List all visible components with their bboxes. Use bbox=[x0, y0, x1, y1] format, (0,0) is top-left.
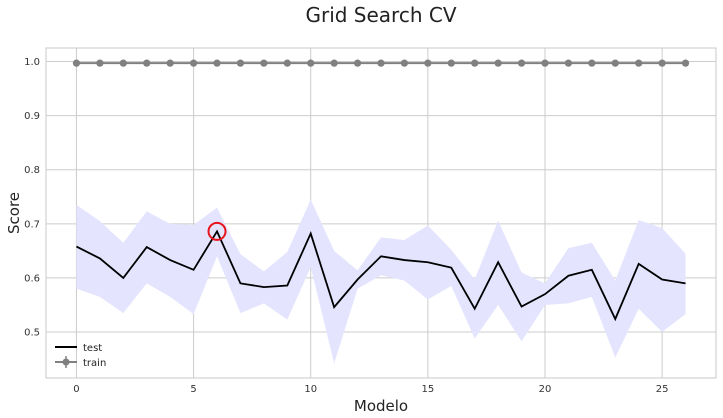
x-tick-label: 10 bbox=[304, 384, 317, 395]
train-point bbox=[353, 59, 362, 67]
train-point bbox=[166, 59, 174, 67]
x-tick-label: 5 bbox=[190, 384, 196, 395]
x-tick-label: 0 bbox=[73, 384, 79, 395]
y-tick-label: 0.5 bbox=[24, 328, 40, 339]
y-axis-label: Score bbox=[5, 192, 23, 234]
y-tick-label: 0.9 bbox=[24, 111, 40, 122]
train-point bbox=[447, 59, 455, 67]
x-tick-label: 25 bbox=[656, 384, 669, 395]
train-point bbox=[307, 59, 315, 67]
train-point bbox=[635, 59, 643, 67]
train-point bbox=[72, 59, 81, 67]
best-model-highlight bbox=[207, 221, 227, 241]
train-point bbox=[377, 59, 385, 67]
x-axis-label: Modelo bbox=[354, 397, 408, 415]
y-tick-labels: 0.5 0.6 0.7 0.8 0.9 1.0 bbox=[24, 57, 40, 338]
legend-test-label: test bbox=[83, 343, 102, 354]
train-point bbox=[541, 59, 549, 67]
train-point bbox=[189, 59, 198, 67]
train-point bbox=[658, 59, 666, 67]
test-series bbox=[76, 229, 686, 322]
y-tick-label: 0.6 bbox=[24, 273, 40, 284]
train-point bbox=[143, 59, 151, 67]
chart-title: Grid Search CV bbox=[305, 3, 456, 27]
legend-train-label: train bbox=[83, 358, 106, 369]
train-point bbox=[471, 59, 479, 67]
train-point bbox=[236, 59, 245, 67]
train-point bbox=[564, 59, 573, 67]
train-point bbox=[330, 59, 338, 67]
train-point bbox=[213, 59, 221, 67]
train-point bbox=[283, 59, 291, 67]
train-point bbox=[96, 59, 104, 67]
train-point bbox=[400, 59, 409, 67]
train-point bbox=[588, 59, 596, 67]
train-point bbox=[681, 59, 690, 67]
train-point bbox=[119, 59, 127, 67]
y-tick-label: 1.0 bbox=[24, 57, 40, 68]
legend: test train bbox=[55, 343, 106, 369]
test-confidence-band bbox=[76, 199, 686, 364]
train-point bbox=[260, 59, 268, 67]
x-tick-label: 15 bbox=[421, 384, 434, 395]
x-tick-label: 20 bbox=[539, 384, 552, 395]
train-point bbox=[494, 59, 502, 67]
x-tick-labels: 0 5 10 15 20 25 bbox=[73, 384, 668, 395]
y-tick-label: 0.7 bbox=[24, 219, 40, 230]
best-model-marker bbox=[207, 221, 227, 241]
train-point bbox=[611, 59, 619, 67]
train-series bbox=[72, 59, 690, 67]
test-line bbox=[76, 229, 686, 322]
train-point bbox=[424, 59, 432, 67]
y-tick-label: 0.8 bbox=[24, 165, 40, 176]
train-point bbox=[517, 59, 526, 67]
test-band-area bbox=[76, 199, 686, 364]
